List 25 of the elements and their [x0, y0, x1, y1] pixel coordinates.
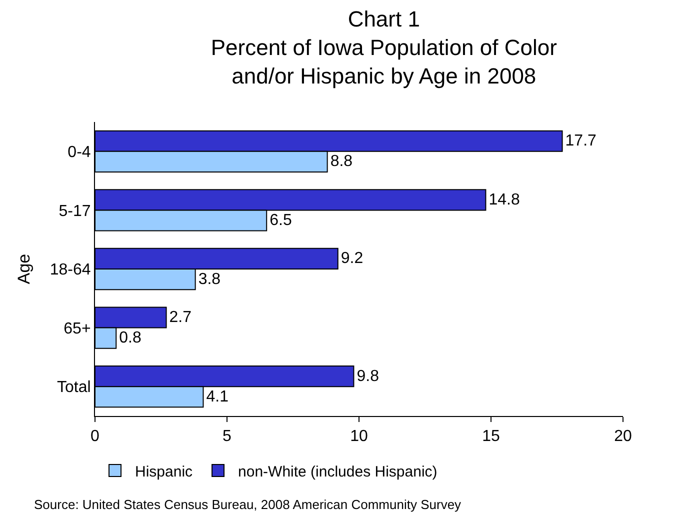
- data-label: 2.7: [169, 309, 192, 326]
- data-label: 9.2: [340, 250, 364, 268]
- data-label: 17.7: [565, 132, 597, 150]
- x-tick-label: 10: [350, 428, 368, 446]
- x-tick-label: 15: [482, 428, 500, 446]
- y-tick-label: 5-17: [58, 202, 91, 220]
- chart-title: Chart 1 Percent of Iowa Population of Color and/or Hispanic by Age in 2008: [210, 6, 557, 88]
- data-label: 0.8: [119, 330, 142, 347]
- data-label: 8.8: [330, 153, 353, 170]
- data-label: 6.5: [270, 212, 292, 229]
- data-label: 14.8: [488, 191, 520, 208]
- y-tick-label: 0-4: [68, 144, 91, 161]
- legend-label: Hispanic: [135, 463, 194, 480]
- source-note: Source: United States Census Bureau, 2008 American Community Survey: [34, 497, 462, 512]
- legend-label: non-White (includes Hispanic): [238, 463, 438, 480]
- y-tick-label: Total: [57, 379, 91, 396]
- y-axis-title: Age: [14, 254, 34, 284]
- y-tick-label: 18-64: [50, 262, 91, 279]
- x-tick-label: 20: [614, 428, 632, 446]
- data-label: 9.8: [356, 368, 380, 385]
- data-label: 4.1: [206, 388, 229, 406]
- x-tick-label: 5: [222, 428, 232, 446]
- data-label: 3.8: [198, 270, 221, 288]
- x-tick-label: 0: [90, 428, 100, 446]
- y-tick-label: 65+: [64, 320, 91, 338]
